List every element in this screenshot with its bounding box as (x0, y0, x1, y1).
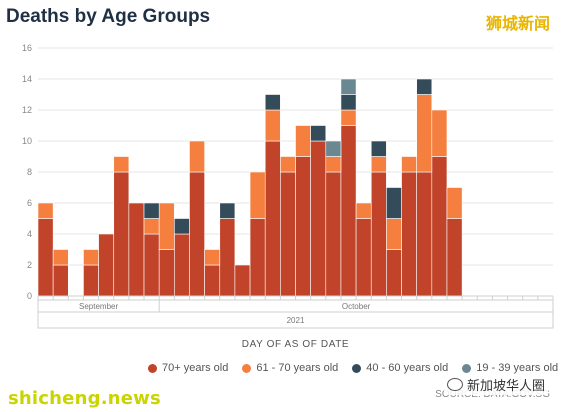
bar-segment (401, 156, 417, 173)
x-axis-title: DAY OF AS OF DATE (242, 339, 349, 350)
bar-segment (446, 218, 463, 297)
bar-segment (37, 218, 54, 297)
y-tick-label: 14 (22, 74, 32, 84)
bar-segment (416, 171, 433, 297)
month-label-september: September (79, 302, 118, 311)
bar-segment (219, 202, 236, 219)
y-tick-label: 12 (22, 105, 32, 115)
watermark-bottom-left: shicheng.news (8, 388, 161, 409)
bar-segment (143, 202, 160, 219)
bar-segment (370, 171, 387, 297)
bar-segment (174, 233, 190, 297)
bar-segment (189, 171, 205, 297)
bar-segment (204, 264, 221, 297)
bar-segment (325, 171, 342, 297)
year-label: 2021 (287, 316, 305, 325)
bar-segment (431, 156, 448, 297)
bar-segment (355, 202, 372, 219)
legend-item: 40 - 60 years old (352, 362, 448, 374)
wechat-icon (446, 378, 463, 391)
bar-segment (370, 140, 387, 157)
deaths-chart: 0 2 4 6 8 10 12 14 16 September October 2021 DAY OF … (22, 43, 554, 350)
bar-segment (431, 109, 448, 157)
watermark-top: 狮城新闻 (485, 14, 550, 33)
bar-segment (295, 156, 311, 297)
bar-segment (340, 125, 357, 297)
legend: 70+ years old 61 - 70 years old 40 - 60 ye… (148, 362, 558, 374)
bar-segment (83, 249, 99, 266)
bar-segment (264, 140, 281, 297)
bar-segment (355, 218, 372, 297)
bar-segment (340, 109, 357, 126)
legend-swatch (352, 363, 362, 373)
bar-segment (416, 94, 433, 173)
watermark-bottom-right: 新加坡华人圈 (443, 374, 548, 395)
legend-label: 70+ years old (162, 362, 229, 374)
bar-segment (280, 156, 296, 173)
y-tick-label: 10 (22, 136, 32, 146)
bar-segment (158, 249, 175, 297)
x-axis-band (37, 299, 554, 329)
y-tick-label: 16 (22, 43, 32, 53)
bar-segment (52, 249, 69, 266)
bar-segment (264, 94, 281, 111)
bar-segment (325, 140, 342, 157)
bar-segment (401, 171, 417, 297)
bar-segment (386, 249, 402, 297)
legend-item: 61 - 70 years old (242, 362, 338, 374)
y-tick-label: 4 (27, 229, 32, 239)
bar-segment (386, 218, 402, 250)
bar-segment (249, 218, 266, 297)
bar-segment (143, 233, 160, 297)
bar-segment (325, 156, 342, 173)
page-title: Deaths by Age Groups (6, 6, 211, 27)
bar-segment (128, 202, 145, 297)
y-tick-label: 2 (27, 260, 32, 270)
bar-segment (189, 140, 205, 173)
bar-segment (310, 125, 327, 142)
bar-segment (370, 156, 387, 173)
bar-segment (340, 78, 357, 95)
legend-label: 61 - 70 years old (256, 362, 339, 374)
y-tick-label: 8 (27, 167, 32, 177)
watermark-bottom-right-text: 新加坡华人圈 (466, 379, 545, 394)
bar-segment (295, 125, 311, 157)
bar-segment (143, 218, 160, 235)
bar-segment (386, 187, 402, 219)
legend-swatch (462, 363, 472, 373)
legend-item: 70+ years old (148, 362, 228, 374)
bar-segment (52, 264, 69, 297)
bar-segment (249, 171, 266, 219)
bar-segment (98, 233, 115, 297)
bar-segment (37, 202, 54, 219)
bar-segment (204, 249, 221, 266)
y-tick-label: 6 (27, 198, 32, 208)
bar-segment (174, 218, 190, 235)
legend-item: 19 - 39 years old (462, 362, 558, 374)
bar-segment (280, 171, 296, 297)
bar-segment (310, 140, 327, 297)
legend-label: 19 - 39 years old (476, 362, 559, 374)
bar-segment (416, 78, 433, 95)
month-label-october: October (342, 302, 371, 311)
bar-segment (219, 218, 236, 297)
bar-segment (234, 264, 251, 297)
bar-segment (158, 202, 175, 250)
bar-segment (113, 156, 130, 173)
bar-segment (264, 109, 281, 142)
legend-label: 40 - 60 years old (366, 362, 449, 374)
y-tick-label: 0 (27, 291, 32, 301)
bar-segment (83, 264, 99, 297)
bar-segment (113, 171, 130, 297)
legend-swatch (242, 363, 252, 373)
legend-swatch (148, 363, 157, 373)
bar-segment (446, 187, 463, 219)
bar-segment (340, 94, 357, 111)
